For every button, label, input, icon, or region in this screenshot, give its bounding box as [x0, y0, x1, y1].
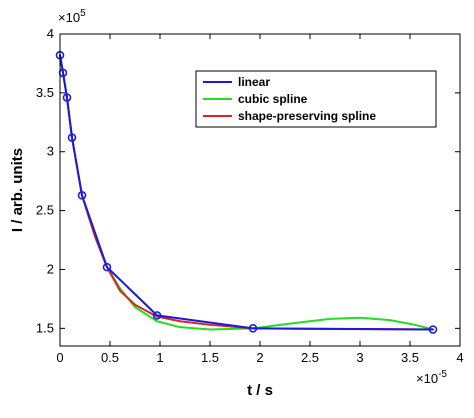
- data-point-marker: [77, 191, 87, 200]
- legend-label: linear: [238, 75, 270, 89]
- data-point-marker: [152, 311, 162, 320]
- y-axis-label: I / arb. units: [9, 148, 26, 232]
- x-tick-label: 2: [256, 350, 263, 365]
- data-point-marker: [428, 325, 438, 334]
- x-tick-label: 0.5: [101, 350, 119, 365]
- series-line-linear: [59, 54, 434, 331]
- data-point-marker: [102, 262, 112, 272]
- y-exponent-label: ×105: [58, 8, 86, 25]
- data-point-marker: [248, 324, 258, 333]
- x-tick-label: 2.5: [301, 350, 319, 365]
- series-layer: [59, 54, 434, 331]
- y-tick-label: 2.5: [36, 203, 54, 218]
- x-exponent-label: ×10-5: [416, 369, 447, 386]
- legend-label: cubic spline: [238, 92, 308, 106]
- legend-box: [195, 70, 437, 128]
- y-axis: 1.5 2 2.5 3 3.5 4: [36, 26, 460, 335]
- legend-entries: linear cubic spline shape-preserving splin…: [203, 75, 376, 123]
- y-tick-label: 2: [47, 261, 54, 276]
- x-exponent-power: -5: [438, 369, 447, 380]
- x-tick-label: 1.5: [201, 350, 219, 365]
- x-tick-label: 4: [456, 350, 463, 365]
- y-exponent-power: 5: [80, 8, 86, 19]
- data-point-marker: [62, 93, 72, 102]
- markers-layer: [55, 50, 438, 334]
- x-tick-label: 0: [56, 350, 63, 365]
- x-tick-label: 1: [156, 350, 163, 365]
- legend-label: shape-preserving spline: [238, 109, 376, 123]
- y-tick-label: 3.5: [36, 85, 54, 100]
- legend: linear cubic spline shape-preserving splin…: [195, 70, 437, 128]
- y-tick-label: 4: [47, 26, 54, 41]
- x-axis: 0 0.5 1 1.5 2 2.5 3 3.5 4: [56, 34, 464, 365]
- x-tick-label: 3.5: [401, 350, 419, 365]
- y-tick-label: 3: [47, 144, 54, 159]
- x-axis-label: t / s: [247, 382, 273, 399]
- x-tick-label: 3: [356, 350, 363, 365]
- y-tick-label: 1.5: [36, 320, 54, 335]
- data-point-marker: [67, 133, 77, 142]
